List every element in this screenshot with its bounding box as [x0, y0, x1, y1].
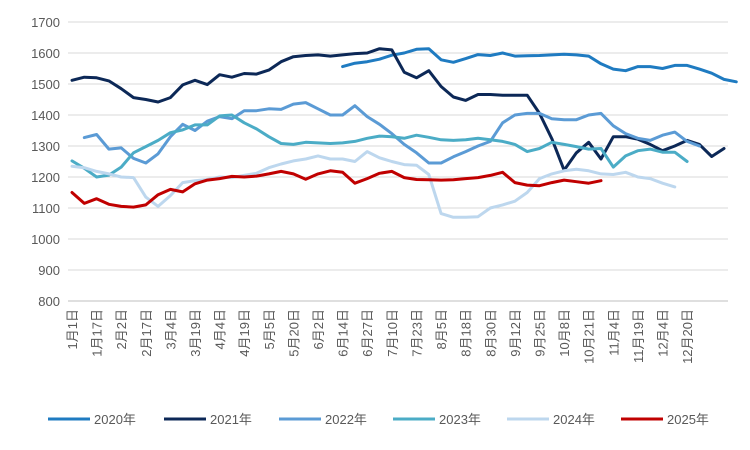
x-tick-label: 6月2日: [311, 309, 326, 349]
x-tick-label: 3月19日: [188, 309, 203, 357]
y-tick-label: 1000: [31, 232, 60, 247]
x-tick-label: 9月25日: [532, 309, 547, 357]
series-line-2022年: [82, 101, 701, 165]
x-axis: 1月1日 1月17日 2月2日 2月17日 3月4日 3月19日 4月4日 4月19日 5月5日…: [65, 300, 728, 364]
legend-label: 2021年: [210, 412, 252, 427]
x-tick-label: 10月8日: [557, 309, 572, 357]
series-line-2024年: [70, 150, 677, 219]
series-lines: [70, 47, 738, 219]
legend-label: 2025年: [667, 412, 709, 427]
y-tick-label: 800: [38, 294, 60, 309]
x-tick-label: 2月2日: [114, 309, 129, 349]
x-tick-label: 1月17日: [90, 309, 105, 357]
legend-label: 2023年: [439, 412, 481, 427]
y-tick-label: 1600: [31, 46, 60, 61]
y-tick-label: 900: [38, 263, 60, 278]
series-line-2021年: [70, 47, 726, 172]
series-line-2025年: [70, 169, 603, 209]
y-axis: 800 900 1000 1100 1200 1300 1400 1500 1600 1700: [31, 15, 60, 309]
y-tick-label: 1200: [31, 170, 60, 185]
x-tick-label: 7月23日: [409, 309, 424, 357]
x-tick-label: 5月5日: [262, 309, 277, 349]
x-tick-label: 5月20日: [286, 309, 301, 357]
x-tick-label: 4月19日: [237, 309, 252, 357]
x-tick-label: 8月5日: [434, 309, 449, 349]
y-tick-label: 1700: [31, 15, 60, 30]
x-tick-label: 11月4日: [606, 309, 621, 356]
x-tick-label: 3月4日: [163, 309, 178, 349]
x-tick-label: 8月30日: [483, 309, 498, 357]
series-line-2023年: [70, 113, 689, 179]
y-tick-label: 1100: [32, 201, 60, 216]
x-tick-label: 12月20日: [680, 309, 695, 364]
x-tick-label: 2月17日: [139, 309, 154, 357]
x-tick-label: 11月19日: [631, 309, 646, 363]
series-line-2020年: [341, 47, 738, 84]
x-tick-label: 6月27日: [360, 309, 375, 357]
x-tick-label: 7月10日: [385, 309, 400, 357]
legend-label: 2020年: [94, 412, 136, 427]
x-tick-label: 6月14日: [336, 309, 351, 357]
legend: 2020年 2021年 2022年 2023年 2024年 2025年: [48, 412, 709, 427]
legend-label: 2022年: [325, 412, 367, 427]
x-tick-label: 4月4日: [213, 309, 228, 349]
x-tick-label: 9月12日: [508, 309, 523, 357]
y-tick-label: 1300: [31, 139, 60, 154]
x-tick-label: 10月21日: [582, 309, 597, 364]
x-tick-label: 1月1日: [65, 309, 80, 349]
y-tick-label: 1400: [31, 108, 60, 123]
x-tick-label: 8月18日: [459, 309, 474, 357]
y-tick-label: 1500: [31, 77, 60, 92]
legend-label: 2024年: [553, 412, 595, 427]
x-tick-label: 12月4日: [655, 309, 670, 357]
